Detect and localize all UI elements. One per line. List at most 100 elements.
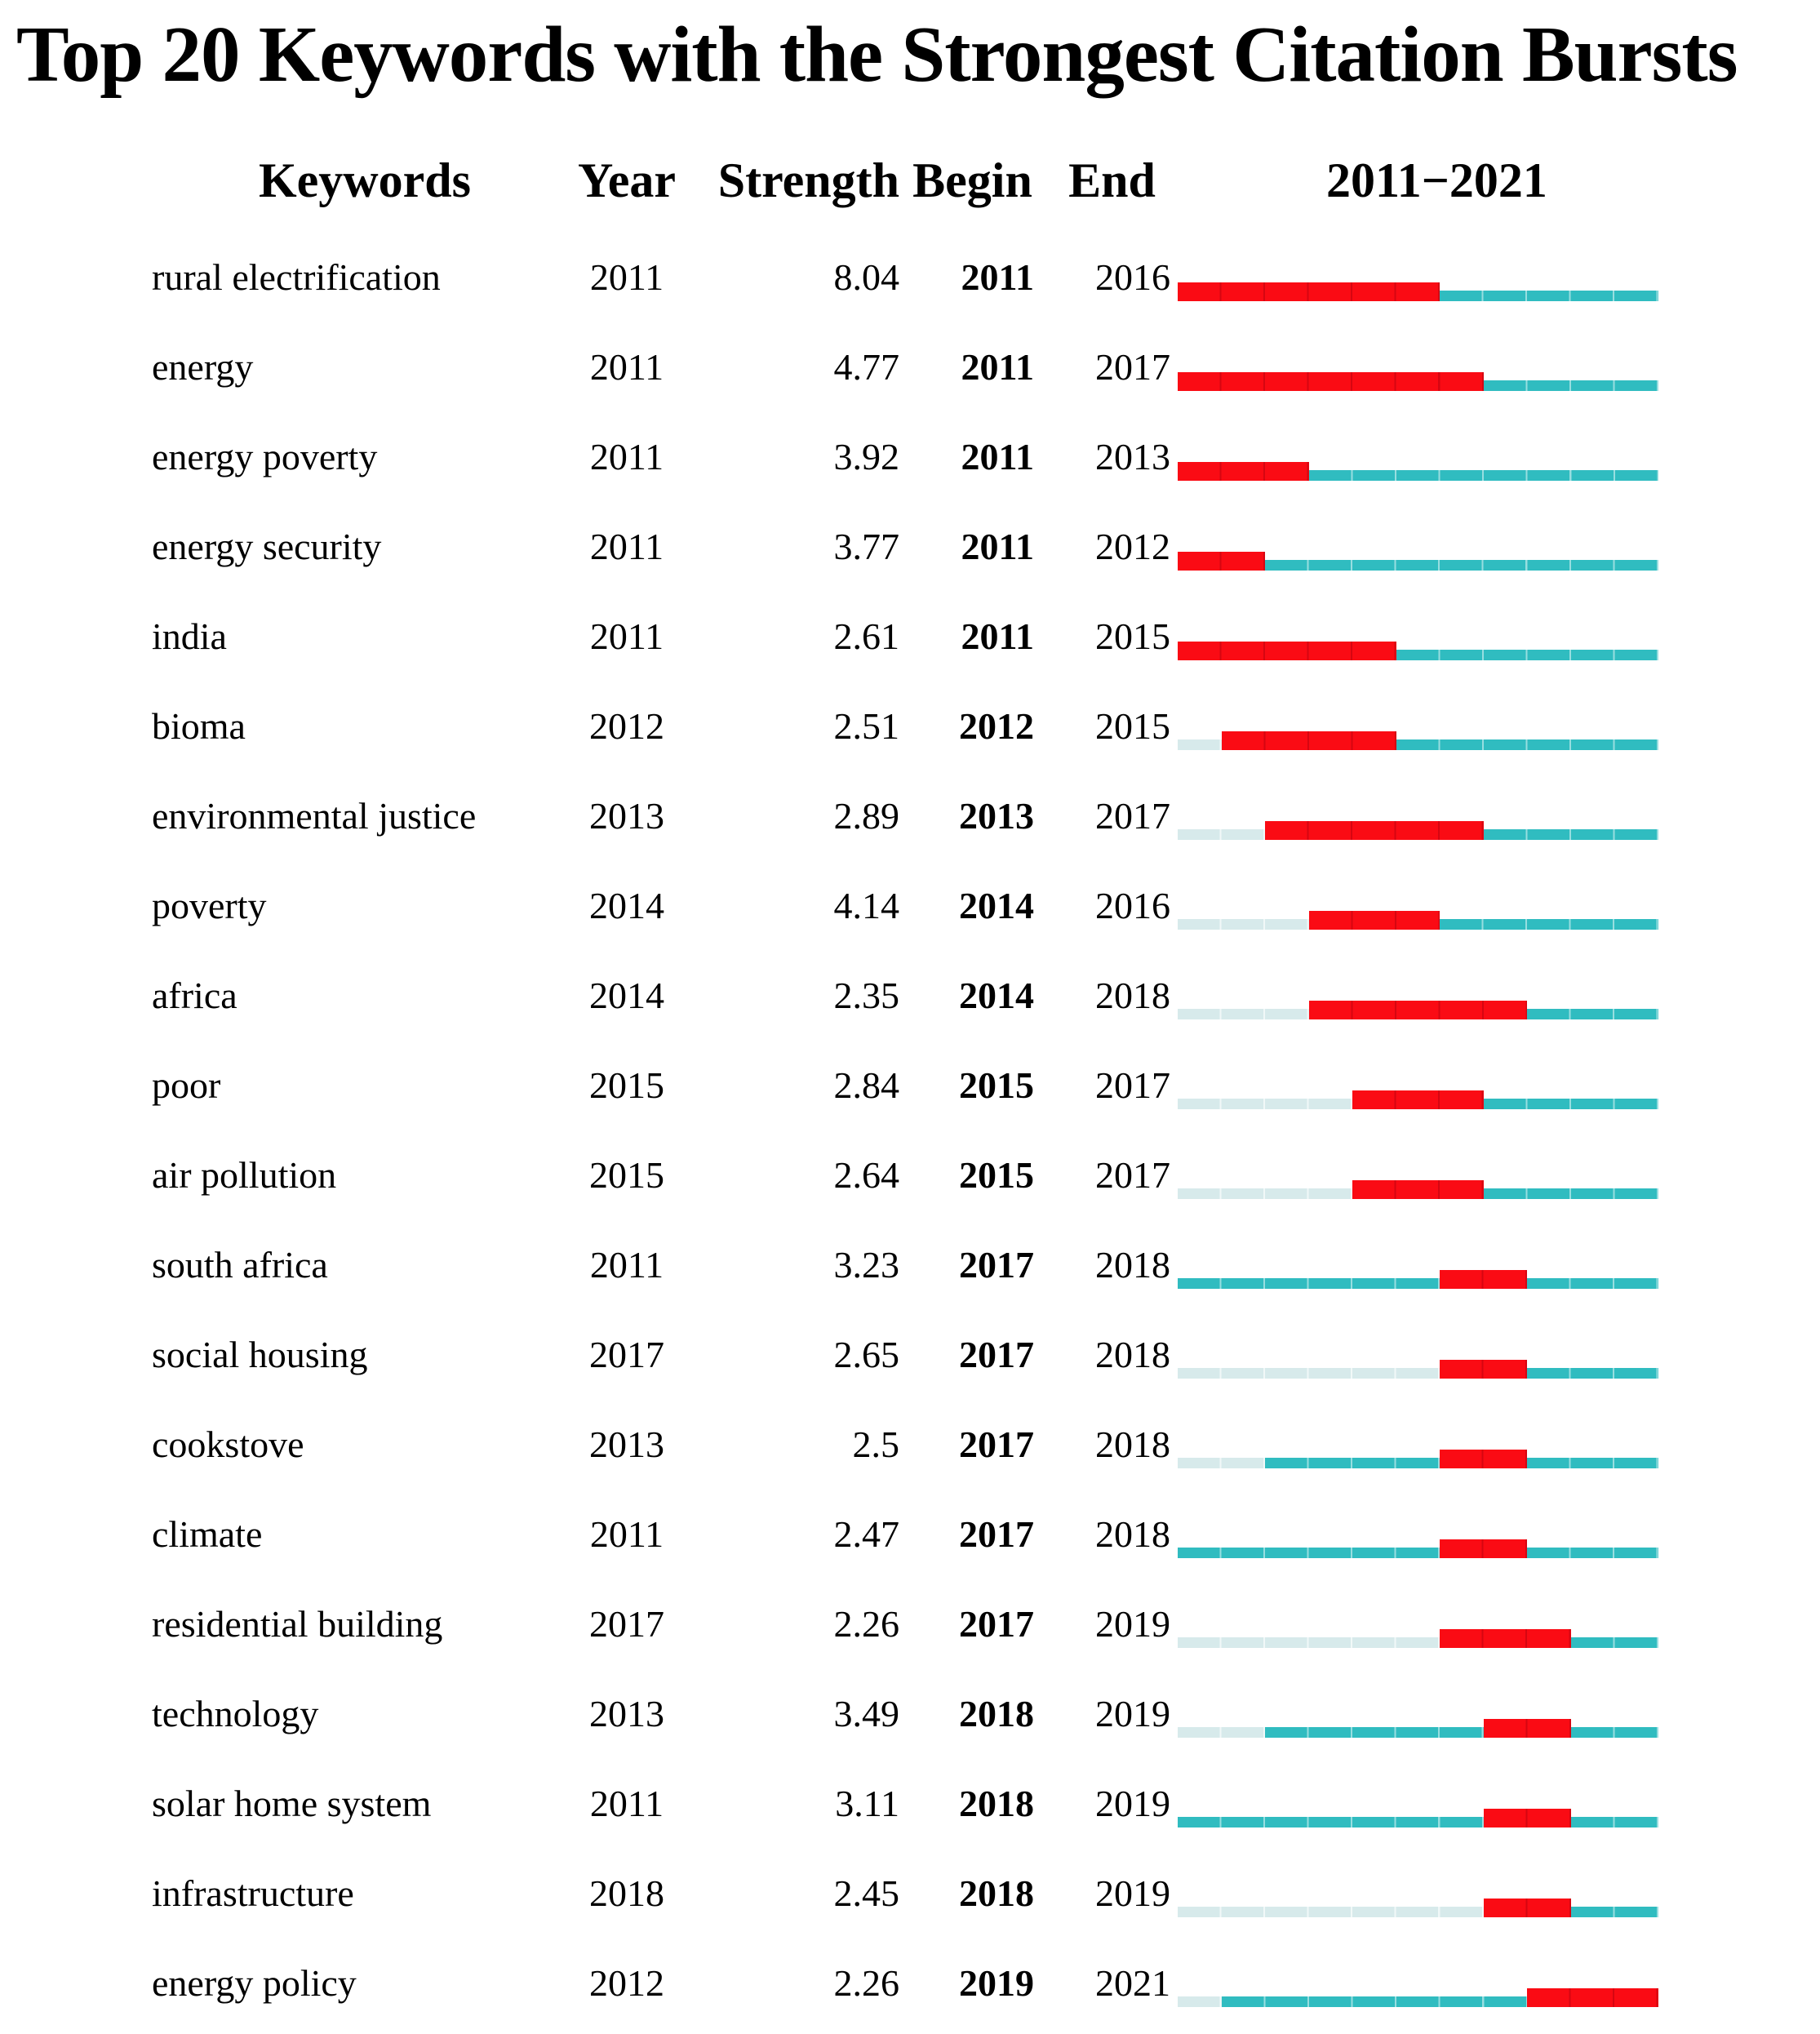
table-row: energy 2011 4.77 2011 2017	[0, 322, 1820, 411]
table-header: Keywords Year Strength Begin End 2011−20…	[0, 152, 1820, 209]
burst-timeline-bar	[1178, 1988, 1658, 2007]
burst-timeline-bar	[1178, 1539, 1658, 1558]
active-post-burst-segment	[1396, 739, 1658, 750]
burst-strength-value: 4.14	[833, 884, 900, 926]
first-appearance-year: 2011	[589, 255, 664, 298]
active-post-burst-segment	[1570, 1907, 1658, 1917]
keyword-label: energy poverty	[152, 435, 378, 477]
keyword-label: infrastructure	[152, 1872, 354, 1914]
burst-strength-value: 2.47	[833, 1512, 900, 1555]
burst-strength-value: 3.92	[833, 435, 900, 477]
active-pre-burst-segment	[1265, 1727, 1484, 1738]
burst-timeline-bar	[1178, 1180, 1658, 1199]
first-appearance-year: 2013	[589, 1692, 664, 1734]
keyword-label: bioma	[152, 704, 246, 747]
pre-appearance-segment	[1178, 829, 1266, 840]
column-header-keywords: Keywords	[259, 153, 471, 207]
burst-timeline-bar	[1178, 821, 1658, 840]
column-header-begin: Begin	[912, 153, 1032, 207]
burst-end-year: 2019	[1095, 1782, 1170, 1824]
keyword-label: environmental justice	[152, 794, 477, 837]
pre-appearance-segment	[1178, 1188, 1353, 1199]
keyword-label: cookstove	[152, 1423, 304, 1465]
keyword-label: social housing	[152, 1333, 368, 1375]
burst-segment	[1265, 821, 1484, 840]
burst-timeline-bar	[1178, 911, 1658, 930]
column-header-end: End	[1068, 153, 1156, 207]
keyword-label: air pollution	[152, 1153, 337, 1196]
first-appearance-year: 2011	[589, 1512, 664, 1555]
burst-segment	[1178, 282, 1440, 301]
burst-timeline-bar	[1178, 1899, 1658, 1917]
burst-segment	[1440, 1450, 1528, 1468]
burst-segment	[1178, 642, 1396, 660]
keyword-label: climate	[152, 1512, 263, 1555]
burst-end-year: 2018	[1095, 1243, 1170, 1286]
active-post-burst-segment	[1483, 1099, 1658, 1109]
burst-segment	[1178, 372, 1484, 391]
burst-segment	[1308, 1001, 1528, 1019]
first-appearance-year: 2012	[589, 1961, 664, 2004]
active-post-burst-segment	[1570, 1727, 1658, 1738]
burst-begin-year: 2014	[959, 884, 1034, 926]
burst-timeline-bar	[1178, 552, 1658, 571]
active-post-burst-segment	[1527, 1009, 1658, 1019]
active-pre-burst-segment	[1265, 1458, 1440, 1468]
burst-strength-value: 3.23	[833, 1243, 900, 1286]
active-post-burst-segment	[1570, 1637, 1658, 1648]
table-row: social housing 2017 2.65 2017 2018	[0, 1309, 1820, 1399]
first-appearance-year: 2014	[589, 974, 664, 1016]
burst-timeline-bar	[1178, 1001, 1658, 1019]
burst-segment	[1483, 1809, 1571, 1827]
burst-strength-value: 8.04	[833, 255, 900, 298]
burst-strength-value: 4.77	[833, 345, 900, 388]
keyword-label: energy policy	[152, 1961, 357, 2004]
column-header-year-range: 2011−2021	[1326, 153, 1547, 207]
burst-segment	[1440, 1360, 1528, 1379]
burst-begin-year: 2017	[959, 1243, 1034, 1286]
table-row: cookstove 2013 2.5 2017 2018	[0, 1399, 1820, 1489]
table-row: solar home system 2011 3.11 2018 2019	[0, 1758, 1820, 1848]
burst-timeline-bar	[1178, 642, 1658, 660]
pre-appearance-segment	[1178, 1907, 1484, 1917]
burst-begin-year: 2017	[959, 1423, 1034, 1465]
first-appearance-year: 2011	[589, 1782, 664, 1824]
table-row: poverty 2014 4.14 2014 2016	[0, 860, 1820, 950]
burst-strength-value: 2.61	[833, 615, 900, 657]
burst-strength-value: 2.26	[833, 1602, 900, 1645]
pre-appearance-segment	[1178, 1637, 1440, 1648]
burst-begin-year: 2018	[959, 1692, 1034, 1734]
burst-strength-value: 2.35	[833, 974, 900, 1016]
first-appearance-year: 2018	[589, 1872, 664, 1914]
burst-timeline-bar	[1178, 1090, 1658, 1109]
first-appearance-year: 2017	[589, 1602, 664, 1645]
first-appearance-year: 2012	[589, 704, 664, 747]
active-pre-burst-segment	[1221, 1996, 1528, 2007]
keyword-label: rural electrification	[152, 255, 441, 298]
column-header-strength: Strength	[717, 153, 899, 207]
table-row: residential building 2017 2.26 2017 2019	[0, 1579, 1820, 1668]
keyword-label: india	[152, 615, 227, 657]
burst-begin-year: 2018	[959, 1872, 1034, 1914]
burst-begin-year: 2017	[959, 1333, 1034, 1375]
active-post-burst-segment	[1483, 1188, 1658, 1199]
burst-timeline-bar	[1178, 372, 1658, 391]
burst-end-year: 2016	[1095, 255, 1170, 298]
burst-begin-year: 2019	[959, 1961, 1034, 2004]
first-appearance-year: 2013	[589, 794, 664, 837]
burst-begin-year: 2017	[959, 1512, 1034, 1555]
active-post-burst-segment	[1570, 1817, 1658, 1827]
burst-end-year: 2019	[1095, 1692, 1170, 1734]
burst-strength-value: 2.84	[833, 1064, 900, 1106]
burst-end-year: 2017	[1095, 794, 1170, 837]
keyword-label: south africa	[152, 1243, 328, 1286]
keyword-label: solar home system	[152, 1782, 432, 1824]
burst-segment	[1178, 552, 1266, 571]
pre-appearance-segment	[1178, 1009, 1309, 1019]
burst-timeline-bar	[1178, 282, 1658, 301]
burst-segment	[1440, 1629, 1571, 1648]
pre-appearance-segment	[1178, 739, 1222, 750]
burst-strength-value: 2.5	[852, 1423, 900, 1465]
burst-begin-year: 2015	[959, 1153, 1034, 1196]
active-post-burst-segment	[1440, 291, 1658, 301]
